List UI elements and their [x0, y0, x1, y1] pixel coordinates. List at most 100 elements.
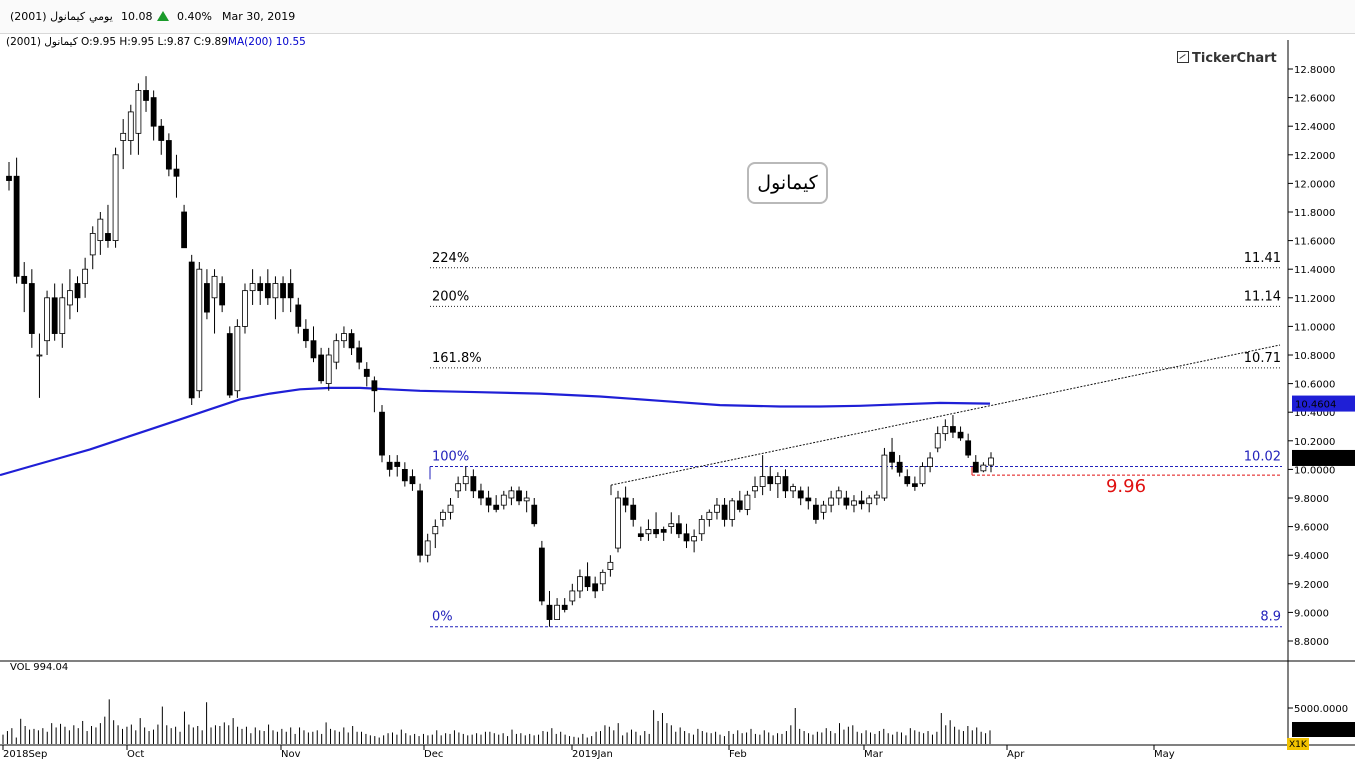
- volume-current-label: 1701.3870: [1295, 726, 1349, 737]
- y-tick-label: 9.6000: [1294, 523, 1329, 534]
- toolbar: كيمانول (2001) يومي 10.08 0.40% Mar 30, …: [0, 0, 1355, 34]
- ma-price-label: 10.4604: [1295, 400, 1336, 411]
- candle-body: [204, 283, 210, 313]
- level-value-label: 11.41: [1244, 251, 1281, 266]
- y-tick-label: 12.2000: [1294, 151, 1335, 162]
- candle-body: [934, 433, 941, 449]
- candle-body: [858, 500, 865, 505]
- y-tick-label: 10.4000: [1294, 408, 1335, 419]
- toolbar-period[interactable]: يومي: [89, 10, 113, 23]
- candle-body: [455, 483, 462, 492]
- candle-body: [188, 261, 195, 399]
- candle-body: [447, 504, 454, 513]
- candle-body: [615, 497, 621, 549]
- candle-body: [873, 494, 880, 499]
- candle-body: [432, 526, 439, 535]
- x-tick-label: May: [1154, 749, 1175, 760]
- current-price-label: 10.0800: [1295, 454, 1336, 465]
- candle-body: [866, 497, 873, 505]
- level-pct-label: 200%: [432, 289, 469, 304]
- candle-body: [74, 283, 81, 299]
- ohlc-readout: كيمانول (2001) O:9.95 H:9.95 L:9.87 C:9.…: [6, 36, 306, 48]
- candle-body: [97, 218, 104, 241]
- candle-body: [851, 500, 857, 506]
- x-tick-label: Oct: [127, 749, 144, 760]
- support-label: 9.96: [1106, 476, 1146, 497]
- candle-body: [721, 504, 728, 520]
- y-tick-label: 10.6000: [1294, 380, 1335, 391]
- candle-body: [51, 297, 58, 334]
- ohlc-name: كيمانول (2001): [6, 36, 78, 48]
- candle-body: [752, 486, 758, 492]
- candle-body: [135, 90, 142, 134]
- candle-body: [6, 175, 12, 181]
- y-tick-label: 10.0000: [1294, 465, 1335, 476]
- level-value-label: 8.9: [1260, 610, 1281, 625]
- candle-body: [729, 500, 736, 520]
- candle-body: [759, 476, 766, 487]
- candle-body: [736, 500, 743, 510]
- candle-body: [66, 290, 73, 306]
- candle-body: [980, 464, 987, 472]
- current-price-box: [1292, 449, 1355, 466]
- level-value-label: 10.02: [1244, 450, 1281, 465]
- candle-body: [919, 466, 926, 485]
- x-tick-label: 2019Jan: [572, 749, 613, 760]
- candle-body: [554, 604, 560, 620]
- candle-body: [36, 354, 43, 357]
- candle-body: [790, 486, 796, 492]
- level-value-label: 10.71: [1244, 351, 1281, 366]
- candle-body: [150, 97, 157, 127]
- candle-body: [234, 325, 241, 392]
- candle-body: [942, 426, 949, 435]
- candle-body: [89, 233, 96, 256]
- volume-scale-label: X1K: [1289, 740, 1308, 750]
- y-tick-label: 11.8000: [1294, 208, 1335, 219]
- ohlc-low: L:9.87: [157, 36, 191, 48]
- candle-body: [622, 497, 629, 506]
- candle-body: [828, 497, 835, 506]
- y-tick-label: 10.2000: [1294, 437, 1335, 448]
- candle-body: [280, 283, 286, 299]
- candle-body: [767, 476, 774, 485]
- candle-body: [820, 504, 827, 513]
- candle-body: [493, 504, 500, 510]
- x-tick-label: Feb: [729, 749, 747, 760]
- candle-body: [599, 571, 606, 585]
- candle-body: [516, 490, 522, 502]
- candle-body: [569, 590, 576, 602]
- x-tick-label: Apr: [1007, 749, 1025, 760]
- ma200-line: [0, 386, 991, 477]
- candle-body: [538, 547, 545, 602]
- level-pct-label: 0%: [432, 610, 453, 625]
- volume-label: VOL 994.04: [10, 662, 69, 673]
- candle-body: [546, 604, 553, 620]
- y-tick-label: 8.8000: [1294, 637, 1329, 648]
- candle-body: [310, 340, 317, 359]
- brand-logo: TickerChart: [1177, 51, 1277, 66]
- candle-body: [698, 519, 705, 535]
- candle-body: [302, 328, 309, 342]
- y-tick-label: 9.0000: [1294, 608, 1329, 619]
- candle-body: [158, 125, 165, 141]
- y-tick-label: 12.0000: [1294, 179, 1335, 190]
- candle-body: [401, 468, 408, 482]
- candle-body: [927, 457, 934, 467]
- candle-body: [813, 504, 819, 520]
- toolbar-symbol[interactable]: كيمانول (2001): [10, 10, 86, 23]
- candle-body: [835, 490, 842, 499]
- candle-body: [957, 431, 964, 439]
- candle-body: [386, 461, 393, 470]
- level-value-label: 11.14: [1244, 289, 1281, 304]
- level-pct-label: 224%: [432, 251, 469, 266]
- candle-body: [264, 283, 271, 299]
- toolbar-change: 0.40%: [177, 10, 212, 23]
- candle-body: [645, 529, 652, 535]
- candle-body: [972, 461, 979, 473]
- toolbar-date: Mar 30, 2019: [222, 10, 296, 23]
- candle-body: [653, 529, 659, 535]
- chart-title-box[interactable]: كيمانول: [747, 162, 828, 204]
- y-tick-label: 9.8000: [1294, 494, 1329, 505]
- chart-title: كيمانول: [757, 172, 818, 194]
